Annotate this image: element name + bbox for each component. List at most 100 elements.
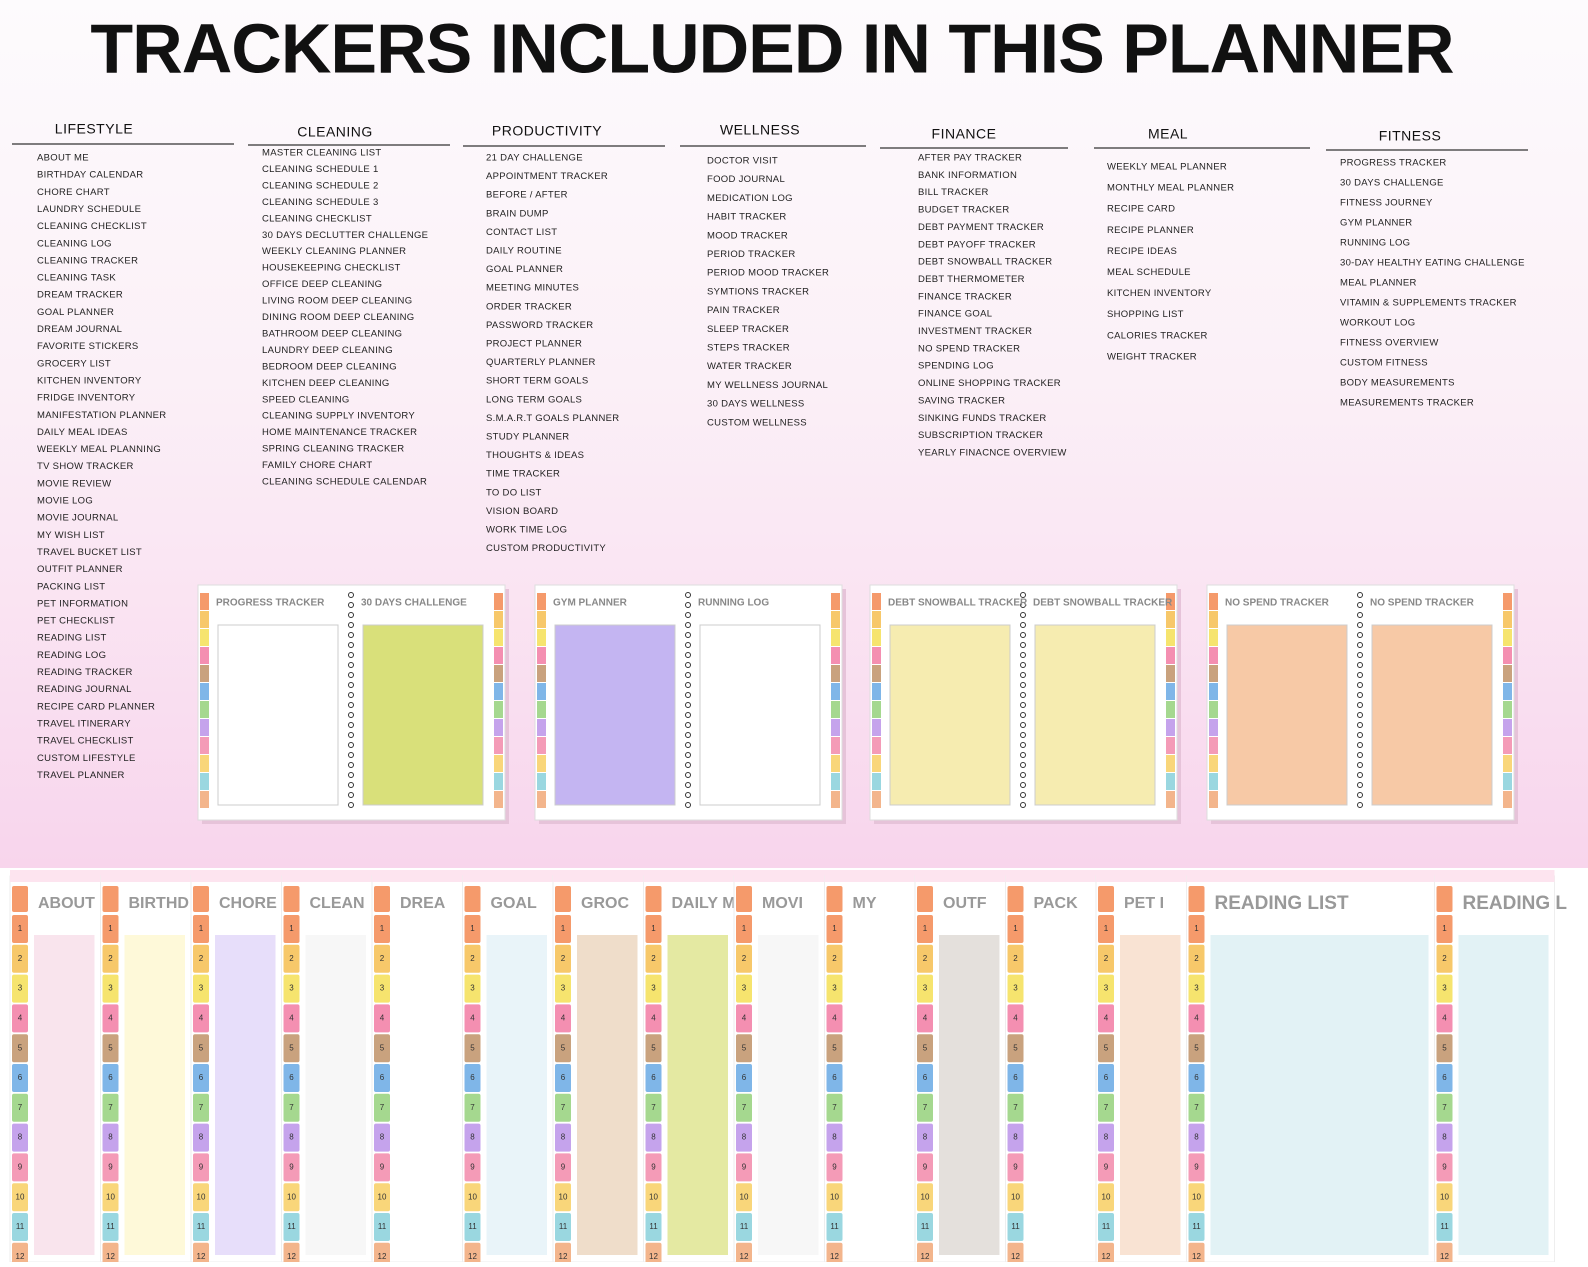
- spiral-ring: [685, 712, 691, 718]
- tracker-item: 30 DAYS DECLUTTER CHALLENGE: [262, 230, 428, 241]
- tracker-item: PACKING LIST: [37, 581, 105, 592]
- strip-tab-number: 9: [199, 1163, 204, 1172]
- strip-tab: [645, 1123, 662, 1152]
- strip-tab: [283, 944, 300, 973]
- spiral-ring: [1357, 652, 1363, 658]
- strip-tab-number: 9: [1104, 1163, 1109, 1172]
- strip-tab: [1007, 1242, 1024, 1267]
- preview-tab: [831, 665, 840, 682]
- preview-tab: [494, 755, 503, 772]
- strip-tab-number: 6: [18, 1073, 23, 1082]
- spiral-ring: [685, 632, 691, 638]
- strip-notes-tab: [102, 886, 119, 912]
- strip-tab-number: 11: [1192, 1222, 1201, 1231]
- tracker-item: DOCTOR VISIT: [707, 156, 778, 167]
- tracker-item: KITCHEN INVENTORY: [1107, 288, 1212, 299]
- spiral-ring: [685, 592, 691, 598]
- tracker-item: BANK INFORMATION: [918, 170, 1017, 181]
- strip-tab: [826, 1242, 843, 1267]
- strip-tab-number: 9: [651, 1163, 656, 1172]
- strip-topbar: [462, 870, 553, 882]
- preview-content: [1226, 624, 1348, 806]
- strip-tab: [193, 1242, 209, 1267]
- strip-topbar: [553, 870, 644, 882]
- strip-tab-number: 2: [923, 954, 928, 963]
- spiral-ring: [685, 682, 691, 688]
- preview-content: [1034, 624, 1156, 806]
- preview-tab: [1209, 665, 1218, 682]
- preview-tab: [1209, 737, 1218, 754]
- strip-tab: [102, 1213, 119, 1241]
- strip-notes-tab: [193, 886, 209, 912]
- spiral-ring: [348, 772, 354, 778]
- tracker-item: DEBT PAYOFF TRACKER: [918, 239, 1036, 250]
- strip-tab: [917, 1123, 933, 1152]
- strip-tab: [1007, 1183, 1024, 1212]
- tracker-item: WATER TRACKER: [707, 361, 792, 372]
- spiral-ring: [685, 602, 691, 608]
- strip-tab-number: 6: [289, 1073, 294, 1082]
- strip-tab-number: 5: [18, 1043, 23, 1052]
- strip-tab: [1098, 1004, 1114, 1033]
- preview-tab: [872, 611, 881, 628]
- strip-tab: [826, 915, 843, 943]
- tracker-item: SHOPPING LIST: [1107, 309, 1184, 320]
- strip-tab: [1188, 1064, 1205, 1092]
- tracker-item: PERIOD MOOD TRACKER: [707, 268, 829, 279]
- strip-tab-number: 5: [923, 1043, 928, 1052]
- spiral-ring: [348, 752, 354, 758]
- spiral-ring: [1357, 792, 1363, 798]
- tracker-item: DAILY MEAL IDEAS: [37, 427, 128, 438]
- tracker-item: FOOD JOURNAL: [707, 174, 785, 185]
- strip-tab: [464, 1242, 481, 1267]
- spiral-ring: [1020, 642, 1026, 648]
- preview-tab: [1209, 773, 1218, 790]
- preview-page-title: RUNNING LOG: [698, 598, 769, 609]
- spiral-ring: [1020, 692, 1026, 698]
- tracker-item: SAVING TRACKER: [918, 395, 1005, 406]
- preview-tab: [200, 719, 209, 736]
- strip-tab-number: 2: [1013, 954, 1018, 963]
- strip-topbar: [100, 870, 191, 882]
- strip-tab: [826, 1123, 843, 1152]
- strip-tab-number: 3: [1194, 984, 1199, 993]
- strip-page-body: [939, 935, 1000, 1255]
- preview-tab: [494, 665, 503, 682]
- preview-tab: [1503, 737, 1512, 754]
- strip-tab: [464, 1213, 481, 1241]
- preview-tab: [537, 665, 546, 682]
- preview-tab: [831, 737, 840, 754]
- strip-tab-number: 1: [742, 924, 747, 933]
- strip-tab: [555, 1034, 571, 1063]
- spiral-ring: [348, 622, 354, 628]
- preview-tab: [872, 593, 881, 610]
- preview-tab: [872, 701, 881, 718]
- strip-tab-number: 9: [742, 1163, 747, 1172]
- strip-tab: [736, 1123, 752, 1152]
- strip-tab-number: 1: [108, 924, 113, 933]
- strip-tab-number: 10: [1440, 1192, 1449, 1201]
- strip-tab: [917, 1183, 933, 1212]
- strip-tab: [1436, 1064, 1453, 1092]
- preview-tab: [831, 647, 840, 664]
- strip-tab-number: 12: [1440, 1252, 1449, 1261]
- preview-tab: [494, 773, 503, 790]
- tracker-item: TRAVEL CHECKLIST: [37, 736, 134, 747]
- spiral-ring: [1020, 742, 1026, 748]
- strip-tab-number: 7: [470, 1103, 475, 1112]
- strip-tab: [374, 915, 390, 943]
- strip-tab-number: 4: [470, 1014, 475, 1023]
- strip-topbar: [734, 870, 825, 882]
- tracker-item: RECIPE PLANNER: [1107, 225, 1194, 236]
- preview-tab: [1503, 665, 1512, 682]
- strip-tab: [1098, 1242, 1114, 1267]
- strip-page-title: OUTF: [943, 895, 987, 912]
- strip-tab-number: 3: [108, 984, 113, 993]
- strip-tab-number: 1: [923, 924, 928, 933]
- strip-tab: [917, 944, 933, 973]
- spiral-ring: [348, 702, 354, 708]
- preview-tab: [537, 629, 546, 646]
- spiral-ring: [685, 792, 691, 798]
- column-heading: LIFESTYLE: [55, 121, 133, 137]
- strip-tab-number: 9: [380, 1163, 385, 1172]
